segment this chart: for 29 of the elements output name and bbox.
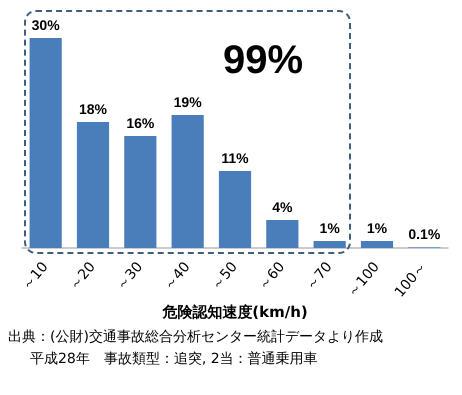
data-label: 19% (174, 94, 202, 110)
bar (76, 122, 110, 248)
x-tick-label: ～30 (113, 259, 146, 294)
x-tick-label: ～40 (160, 259, 194, 294)
data-label: 1% (320, 220, 340, 236)
x-tick-label: ～50 (208, 259, 241, 294)
data-label: 18% (78, 100, 108, 117)
x-tick-label: 100～ (392, 259, 430, 301)
data-label: 4% (272, 198, 293, 215)
data-label: 0.1% (408, 226, 441, 242)
x-tick-label: ～10 (18, 259, 52, 294)
x-tick-label: ～20 (66, 259, 99, 294)
bar (314, 241, 346, 248)
annotation: 99% (223, 38, 304, 83)
x-tick-label: ～60 (255, 259, 288, 294)
data-label: 1% (366, 220, 388, 236)
data-label: 30% (32, 16, 60, 33)
x-axis-title: 危険認知速度(km/h) (161, 302, 308, 321)
data-label: 16% (126, 114, 155, 131)
data-label: 11% (221, 150, 250, 166)
x-tick-label: ～70 (302, 259, 336, 294)
bar (266, 220, 298, 248)
text: 平成28年 事故類型：追突, 2当：普通乗用車 (29, 350, 319, 369)
bar (218, 171, 252, 248)
bar (172, 115, 204, 248)
bar (30, 38, 62, 248)
bar (124, 136, 156, 248)
bar (360, 241, 394, 248)
source-note: 出典：(公財)交通事故総合分析センター統計データより作成 (8, 328, 384, 347)
